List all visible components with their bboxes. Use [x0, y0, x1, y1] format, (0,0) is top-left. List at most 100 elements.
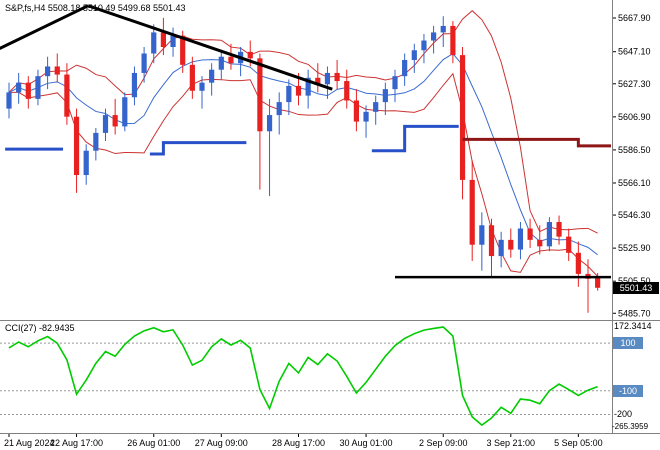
candle-body: [16, 82, 22, 93]
candle-body: [199, 82, 205, 91]
candle-body: [102, 115, 109, 133]
candle-body: [575, 252, 581, 274]
candle-body: [189, 64, 195, 91]
axis-label: 5505.50: [618, 276, 651, 286]
axis-label: 5627.30: [618, 79, 651, 89]
candle-body: [411, 50, 417, 60]
candle-body: [469, 179, 475, 245]
trend-line[interactable]: [0, 4, 89, 50]
cci-line: [8, 326, 598, 427]
candle-body: [479, 225, 485, 245]
axis-label: 5667.90: [618, 13, 651, 23]
ma-line: [8, 53, 598, 256]
candle-body: [517, 228, 524, 250]
axis-label: 28 Aug 17:00: [272, 438, 325, 448]
main-chart-layer: [0, 4, 611, 313]
axis-label: 5586.50: [618, 145, 651, 155]
candle-body: [459, 55, 466, 180]
candle-body: [257, 58, 263, 132]
candle-body: [286, 85, 292, 103]
candle-body: [498, 239, 504, 257]
candle-body: [170, 35, 176, 48]
candle-body: [209, 69, 215, 83]
candle-body: [122, 97, 128, 127]
candle-body: [160, 32, 166, 48]
candle-body: [73, 116, 80, 176]
candle-body: [83, 150, 89, 176]
candle-body: [305, 77, 311, 96]
axis-label: 27 Aug 09:00: [195, 438, 248, 448]
candle-body: [373, 102, 379, 112]
upper-band-line: [8, 10, 598, 234]
candle-body: [488, 225, 495, 257]
axis-label: 26 Aug 01:00: [127, 438, 180, 448]
current-price-tag: 5501.43: [613, 282, 659, 294]
candle-body: [546, 222, 552, 247]
axis-label: 21 Aug 2024: [4, 438, 55, 448]
candle-body: [334, 72, 340, 82]
candle-body: [324, 72, 331, 85]
candle-body: [228, 56, 234, 64]
cci-level-minus200-label: -200: [614, 409, 633, 419]
candle-body: [64, 74, 70, 117]
axis-label: 2 Sep 09:00: [419, 438, 468, 448]
candle-body: [35, 76, 41, 99]
cci-indicator-label: CCI(27) -82.9435: [5, 323, 75, 333]
axis-label: 5485.70: [618, 308, 651, 318]
symbol-ohlc-header: S&P,fs,H4 5508.18 5510.49 5499.68 5501.4…: [5, 3, 186, 13]
step-indicator-line: [371, 124, 459, 153]
trend-line[interactable]: [87, 4, 333, 91]
candle-body: [363, 111, 369, 122]
axis-label: 3 Sep 21:00: [487, 438, 536, 448]
candle-body: [131, 72, 138, 98]
candle-body: [508, 239, 514, 250]
candle-body: [537, 239, 543, 247]
candle-body: [440, 25, 446, 33]
axis-label: 5 Sep 05:00: [554, 438, 603, 448]
step-indicator-line: [149, 141, 247, 156]
axis-label: 5647.10: [618, 47, 651, 57]
axis-label: 5566.10: [618, 178, 651, 188]
candle-body: [402, 59, 408, 77]
candle-body: [6, 92, 12, 109]
candle-body: [431, 32, 437, 41]
candle-body: [276, 102, 282, 116]
candle-body: [295, 85, 302, 96]
candle-body: [25, 82, 31, 99]
candle-body: [218, 56, 224, 70]
axis-label: 5546.30: [618, 210, 651, 220]
candle-body: [151, 32, 157, 54]
candle-body: [353, 100, 359, 122]
axis-label: 5525.90: [618, 243, 651, 253]
cci-level-minus100-label: -100: [613, 385, 643, 397]
cci-max-label: 172.3414: [614, 321, 652, 331]
candle-body: [45, 66, 51, 77]
candle-body: [315, 77, 321, 85]
candle-body: [382, 89, 388, 103]
candle-body: [566, 236, 572, 253]
candle-body: [450, 25, 456, 56]
cci-level-100-label: 100: [613, 337, 643, 349]
candle-body: [595, 276, 601, 288]
candle-body: [247, 51, 253, 59]
candle-body: [527, 228, 533, 240]
cci-panel-layer: [0, 326, 611, 427]
axis-label: 22 Aug 17:00: [50, 438, 103, 448]
candle-body: [421, 40, 427, 51]
candle-body: [344, 81, 350, 101]
cci-min-label: -265.3959: [612, 422, 649, 431]
candle-body: [141, 53, 147, 73]
candle-body: [180, 35, 186, 65]
candle-body: [266, 115, 273, 132]
step-indicator-line: [462, 137, 611, 148]
candle-body: [392, 76, 398, 90]
candle-body: [93, 132, 99, 151]
axis-label: 30 Aug 01:00: [340, 438, 393, 448]
candle-body: [54, 66, 60, 75]
candle-body: [556, 222, 562, 237]
candle-body: [112, 115, 118, 127]
axis-label: 5606.90: [618, 112, 651, 122]
